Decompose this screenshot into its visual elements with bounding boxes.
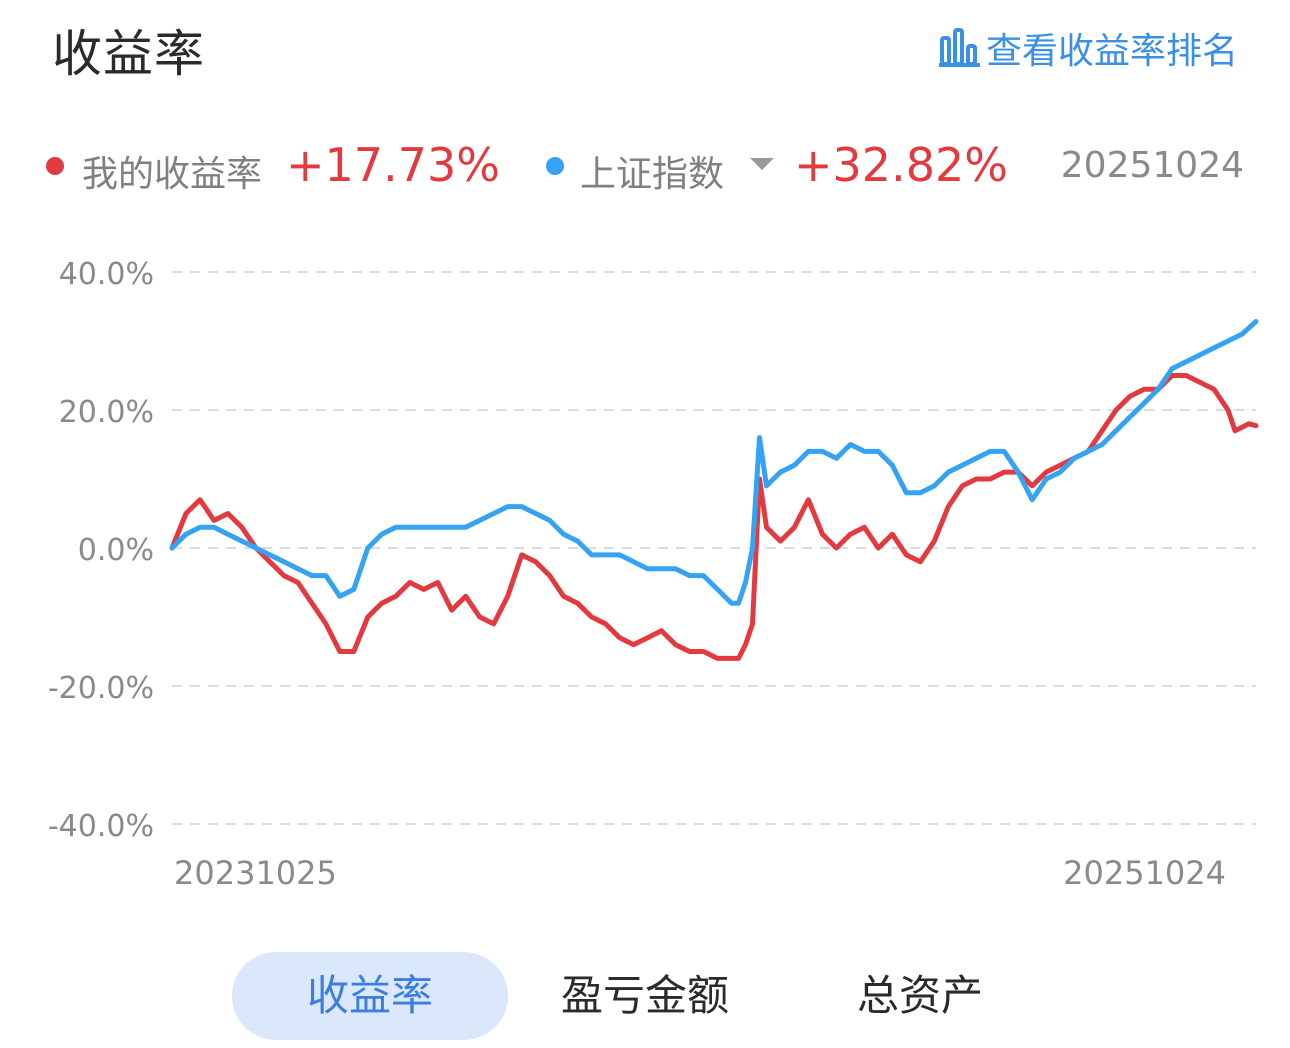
view-ranking-label: 查看收益率排名 — [985, 31, 1238, 72]
index-legend-label[interactable]: 上证指数 — [580, 154, 725, 195]
y-tick-label: -20.0% — [48, 671, 154, 706]
x-start-label: 20231025 — [174, 854, 337, 892]
tab-profit-amount[interactable]: 盈亏金额 — [560, 971, 729, 1020]
y-tick-label: 20.0% — [59, 395, 154, 430]
mine-legend-label: 我的收益率 — [82, 154, 263, 195]
index-legend-dot — [546, 157, 564, 175]
y-tick-label: 0.0% — [78, 533, 154, 568]
mine-return-line — [169, 373, 1259, 661]
index-dropdown-caret-icon[interactable] — [750, 158, 774, 170]
mine-legend-dot — [46, 157, 64, 175]
view-ranking-link[interactable]: 查看收益率排名 — [938, 22, 1238, 74]
index-return-line — [169, 319, 1259, 606]
y-tick-label: -40.0% — [48, 809, 154, 844]
x-end-label: 20251024 — [1063, 854, 1226, 892]
bottom-tab-bar: 收益率 盈亏金额 总资产 — [0, 952, 1290, 1042]
legend-date: 20251024 — [1060, 145, 1244, 186]
tab-total-assets[interactable]: 总资产 — [856, 971, 983, 1020]
index-return-value: +32.82% — [794, 138, 1008, 192]
chart-legend: 我的收益率 +17.73% 上证指数 +32.82% 20251024 — [0, 138, 1290, 195]
y-tick-label: 40.0% — [59, 257, 154, 292]
page-title: 收益率 — [52, 25, 205, 83]
return-line-chart: 40.0% 20.0% 0.0% -20.0% -40.0% 20231025 20251… — [48, 257, 1259, 892]
bar-chart-icon — [938, 28, 980, 67]
mine-return-value: +17.73% — [286, 138, 500, 192]
tab-return-rate[interactable]: 收益率 — [232, 952, 508, 1040]
